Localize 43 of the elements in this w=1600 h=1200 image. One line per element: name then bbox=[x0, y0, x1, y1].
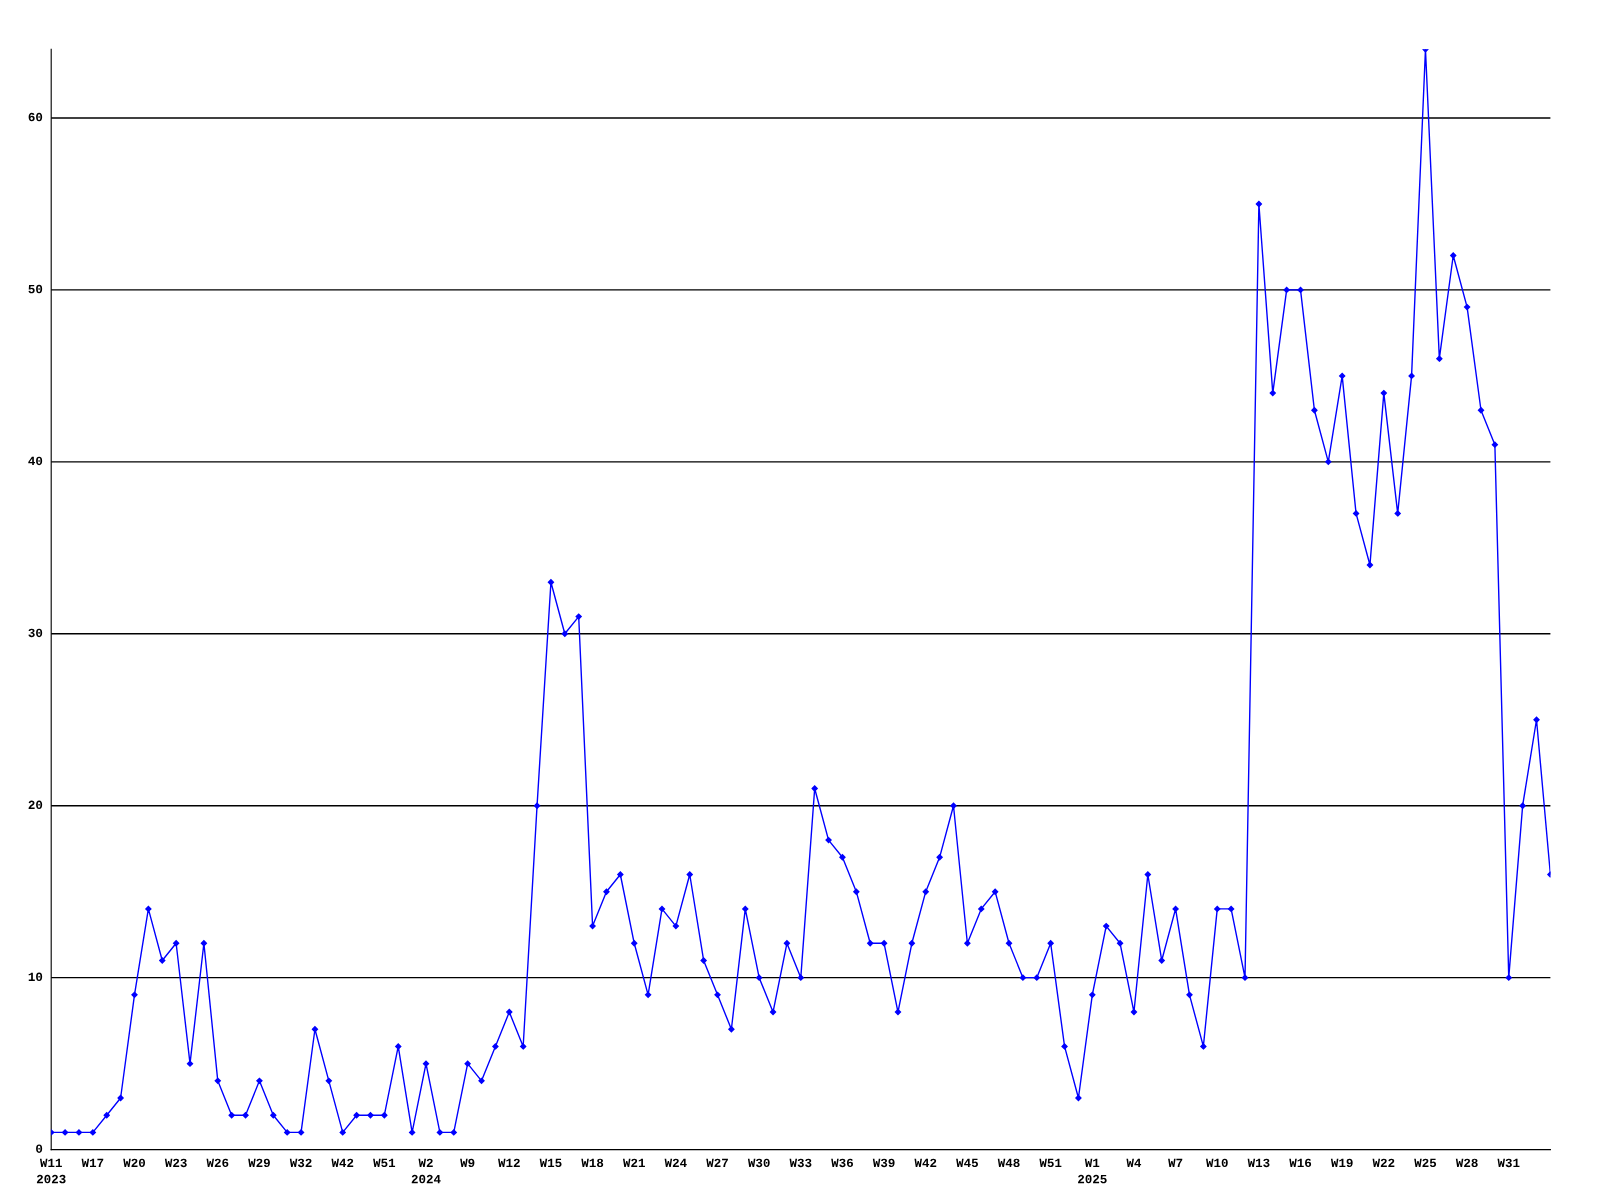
x-tick-label: W16 bbox=[1289, 1158, 1312, 1168]
x-tick-label: W51 bbox=[1039, 1158, 1062, 1168]
x-tick-label: W11 2023 bbox=[36, 1158, 66, 1184]
x-tick-label: W45 bbox=[956, 1158, 978, 1168]
x-tick-label: W42 bbox=[914, 1158, 937, 1167]
x-tick-label: W10 bbox=[1205, 1158, 1228, 1168]
x-tick-label: W27 bbox=[706, 1158, 728, 1167]
x-tick-label: W18 bbox=[581, 1158, 604, 1168]
x-tick-label: W42 bbox=[331, 1158, 354, 1167]
x-tick-label: W24 bbox=[664, 1158, 687, 1167]
x-tick-label: W15 bbox=[539, 1158, 562, 1168]
y-tick-label: 10 bbox=[28, 972, 43, 982]
x-tick-label: W30 bbox=[747, 1158, 770, 1168]
x-tick-label: W39 bbox=[872, 1158, 895, 1168]
x-tick-label: W9 bbox=[460, 1158, 475, 1168]
x-tick-label: W26 bbox=[206, 1158, 229, 1168]
x-tick-label: W13 bbox=[1247, 1158, 1270, 1168]
y-tick-label: 60 bbox=[28, 112, 43, 122]
x-tick-label: W4 bbox=[1126, 1158, 1142, 1167]
x-tick-label: W33 bbox=[789, 1158, 812, 1168]
y-tick-label: 40 bbox=[28, 456, 43, 466]
x-tick-label: W22 bbox=[1372, 1158, 1395, 1167]
x-tick-label: W48 bbox=[997, 1158, 1020, 1168]
x-tick-label: W21 bbox=[622, 1158, 645, 1167]
x-tick-label: W32 bbox=[289, 1158, 312, 1168]
x-tick-label: W2 2024 bbox=[411, 1158, 441, 1184]
x-tick-label: W12 bbox=[498, 1158, 520, 1167]
x-tick-label: W25 bbox=[1414, 1158, 1437, 1168]
x-tick-label: W1 2025 bbox=[1078, 1158, 1107, 1184]
x-tick-label: W36 bbox=[831, 1158, 853, 1168]
y-tick-label: 50 bbox=[28, 284, 43, 294]
x-tick-label: W20 bbox=[123, 1158, 146, 1168]
y-tick-label: 20 bbox=[28, 800, 43, 810]
x-tick-label: W17 bbox=[81, 1158, 104, 1167]
x-tick-label: W19 bbox=[1330, 1158, 1353, 1168]
x-tick-label: W29 bbox=[248, 1158, 270, 1168]
y-tick-label: 0 bbox=[36, 1144, 43, 1153]
x-tick-label: W7 bbox=[1168, 1158, 1183, 1167]
x-tick-label: W51 bbox=[373, 1158, 396, 1168]
x-tick-label: W28 bbox=[1455, 1158, 1478, 1168]
x-tick-label: W23 bbox=[164, 1158, 187, 1168]
x-tick-label: W31 bbox=[1497, 1158, 1520, 1168]
y-tick-label: 30 bbox=[28, 628, 43, 638]
